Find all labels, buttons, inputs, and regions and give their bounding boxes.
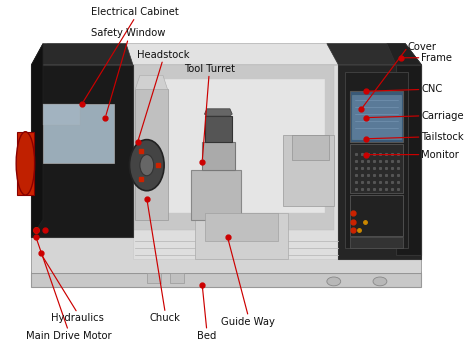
Text: Hydraulics: Hydraulics bbox=[51, 313, 104, 323]
Polygon shape bbox=[133, 65, 334, 230]
Polygon shape bbox=[350, 144, 403, 193]
Polygon shape bbox=[31, 44, 421, 65]
Polygon shape bbox=[292, 135, 329, 160]
Text: Tool Turret: Tool Turret bbox=[183, 64, 235, 73]
Text: Frame: Frame bbox=[421, 53, 453, 63]
Polygon shape bbox=[204, 109, 232, 116]
Polygon shape bbox=[202, 142, 235, 170]
Polygon shape bbox=[31, 44, 133, 65]
Polygon shape bbox=[195, 213, 288, 258]
Polygon shape bbox=[31, 65, 133, 237]
Text: Carriage: Carriage bbox=[421, 111, 464, 121]
Text: Main Drive Motor: Main Drive Motor bbox=[26, 331, 111, 341]
Ellipse shape bbox=[16, 132, 35, 195]
Text: Monitor: Monitor bbox=[421, 149, 459, 160]
Polygon shape bbox=[350, 91, 403, 142]
Polygon shape bbox=[350, 195, 403, 236]
Polygon shape bbox=[396, 65, 421, 255]
Text: Tailstock: Tailstock bbox=[421, 132, 464, 142]
Polygon shape bbox=[31, 258, 421, 273]
Polygon shape bbox=[283, 135, 334, 206]
Ellipse shape bbox=[373, 277, 387, 286]
Polygon shape bbox=[352, 95, 401, 139]
Polygon shape bbox=[31, 44, 43, 237]
Polygon shape bbox=[170, 273, 184, 283]
Polygon shape bbox=[135, 89, 168, 220]
Polygon shape bbox=[140, 79, 325, 213]
Polygon shape bbox=[31, 273, 421, 287]
Polygon shape bbox=[327, 44, 421, 65]
Polygon shape bbox=[43, 104, 115, 163]
Polygon shape bbox=[191, 170, 241, 220]
Polygon shape bbox=[338, 65, 421, 258]
Ellipse shape bbox=[327, 277, 341, 286]
Polygon shape bbox=[43, 104, 80, 125]
Polygon shape bbox=[135, 75, 168, 89]
Text: CNC: CNC bbox=[421, 84, 443, 94]
Polygon shape bbox=[346, 72, 408, 248]
Polygon shape bbox=[133, 65, 338, 258]
Text: Guide Way: Guide Way bbox=[221, 317, 275, 327]
Polygon shape bbox=[204, 116, 232, 142]
Ellipse shape bbox=[129, 140, 164, 191]
Text: Chuck: Chuck bbox=[150, 313, 181, 323]
Polygon shape bbox=[350, 237, 403, 248]
Text: Safety Window: Safety Window bbox=[91, 28, 165, 38]
Text: Electrical Cabinet: Electrical Cabinet bbox=[91, 7, 179, 17]
Text: Bed: Bed bbox=[197, 331, 217, 341]
Polygon shape bbox=[147, 273, 161, 283]
Polygon shape bbox=[387, 44, 421, 65]
Polygon shape bbox=[17, 132, 34, 195]
Text: Headstock: Headstock bbox=[137, 49, 189, 60]
Text: Cover: Cover bbox=[408, 42, 437, 52]
Ellipse shape bbox=[140, 155, 154, 176]
Polygon shape bbox=[31, 65, 421, 273]
Polygon shape bbox=[204, 213, 278, 241]
